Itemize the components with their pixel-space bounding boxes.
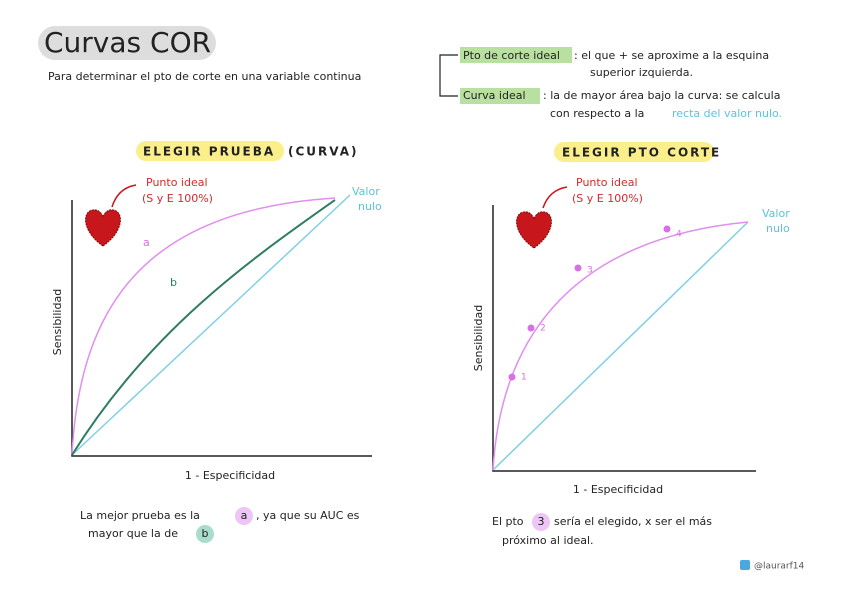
heart — [516, 211, 552, 249]
point-label: 2 — [540, 324, 546, 334]
axes — [71, 200, 372, 457]
point-label: 3 — [587, 266, 593, 276]
curve-b-label: b — [170, 276, 177, 289]
mark-highlight — [532, 513, 550, 531]
arrow — [542, 186, 568, 209]
arrow — [111, 184, 137, 208]
conclusion-mark: a — [241, 509, 248, 522]
note-term: Curva ideal — [463, 89, 526, 102]
note-text: : la de mayor área bajo la curva: se cal… — [543, 89, 780, 102]
x-label: 1 - Especificidad — [185, 469, 275, 482]
curve-b — [71, 199, 336, 456]
cut-points — [508, 225, 671, 381]
title-highlight — [38, 26, 216, 60]
heading-highlight — [136, 141, 284, 161]
null-label: Valor — [762, 207, 790, 220]
conclusion: próximo al ideal. — [502, 534, 594, 547]
conclusion: La mejor prueba es la — [80, 509, 200, 522]
curve-a-label: a — [143, 236, 150, 249]
null-line — [71, 194, 351, 456]
note-text: con respecto a la — [550, 107, 644, 120]
ideal-label: Punto ideal — [146, 176, 208, 189]
ideal-note: (S y E 100%) — [142, 192, 213, 205]
cut-point — [663, 225, 671, 233]
note-text: : el que + se aproxime a la esquina — [574, 49, 769, 62]
ideal-label: Punto ideal — [576, 176, 638, 189]
conclusion-mark: 3 — [538, 515, 545, 528]
null-label: nulo — [766, 222, 790, 235]
conclusion-mark: b — [202, 527, 209, 540]
conclusion: sería el elegido, x ser el más — [554, 515, 712, 528]
y-label: Sensibilidad — [51, 289, 64, 355]
null-label: Valor — [352, 185, 380, 198]
term-highlight — [460, 88, 540, 104]
cut-point — [508, 373, 516, 381]
title: Curvas COR — [44, 26, 211, 59]
twitter-icon — [740, 560, 750, 570]
heading: ELEGIR PTO CORTE — [562, 146, 721, 160]
roc-curve — [492, 221, 749, 471]
note-text: superior izquierda. — [590, 66, 693, 79]
cut-point — [527, 324, 535, 332]
heading: ELEGIR PRUEBA — [143, 145, 275, 159]
curve-a — [71, 197, 336, 456]
term-highlight — [460, 47, 572, 63]
bracket — [439, 54, 458, 97]
conclusion: mayor que la de — [88, 527, 178, 540]
heading-note: (CURVA) — [288, 145, 359, 159]
footer-handle: @laurarf14 — [754, 562, 805, 572]
null-label: nulo — [358, 200, 382, 213]
intro: Para determinar el pto de corte en una v… — [48, 70, 361, 83]
axes — [492, 205, 756, 472]
heart — [85, 209, 121, 247]
point-label: 1 — [521, 373, 527, 383]
y-label: Sensibilidad — [472, 305, 485, 371]
cut-point — [574, 264, 582, 272]
mark-highlight — [235, 507, 253, 525]
conclusion: , ya que su AUC es — [256, 509, 360, 522]
heading-highlight — [554, 142, 714, 162]
conclusion: El pto — [492, 515, 524, 528]
point-label: 4 — [676, 230, 682, 240]
note-link: recta del valor nulo. — [672, 107, 782, 120]
note-term: Pto de corte ideal — [463, 49, 560, 62]
x-label: 1 - Especificidad — [573, 483, 663, 496]
mark-highlight — [196, 525, 214, 543]
null-line — [492, 221, 749, 471]
ideal-note: (S y E 100%) — [572, 192, 643, 205]
